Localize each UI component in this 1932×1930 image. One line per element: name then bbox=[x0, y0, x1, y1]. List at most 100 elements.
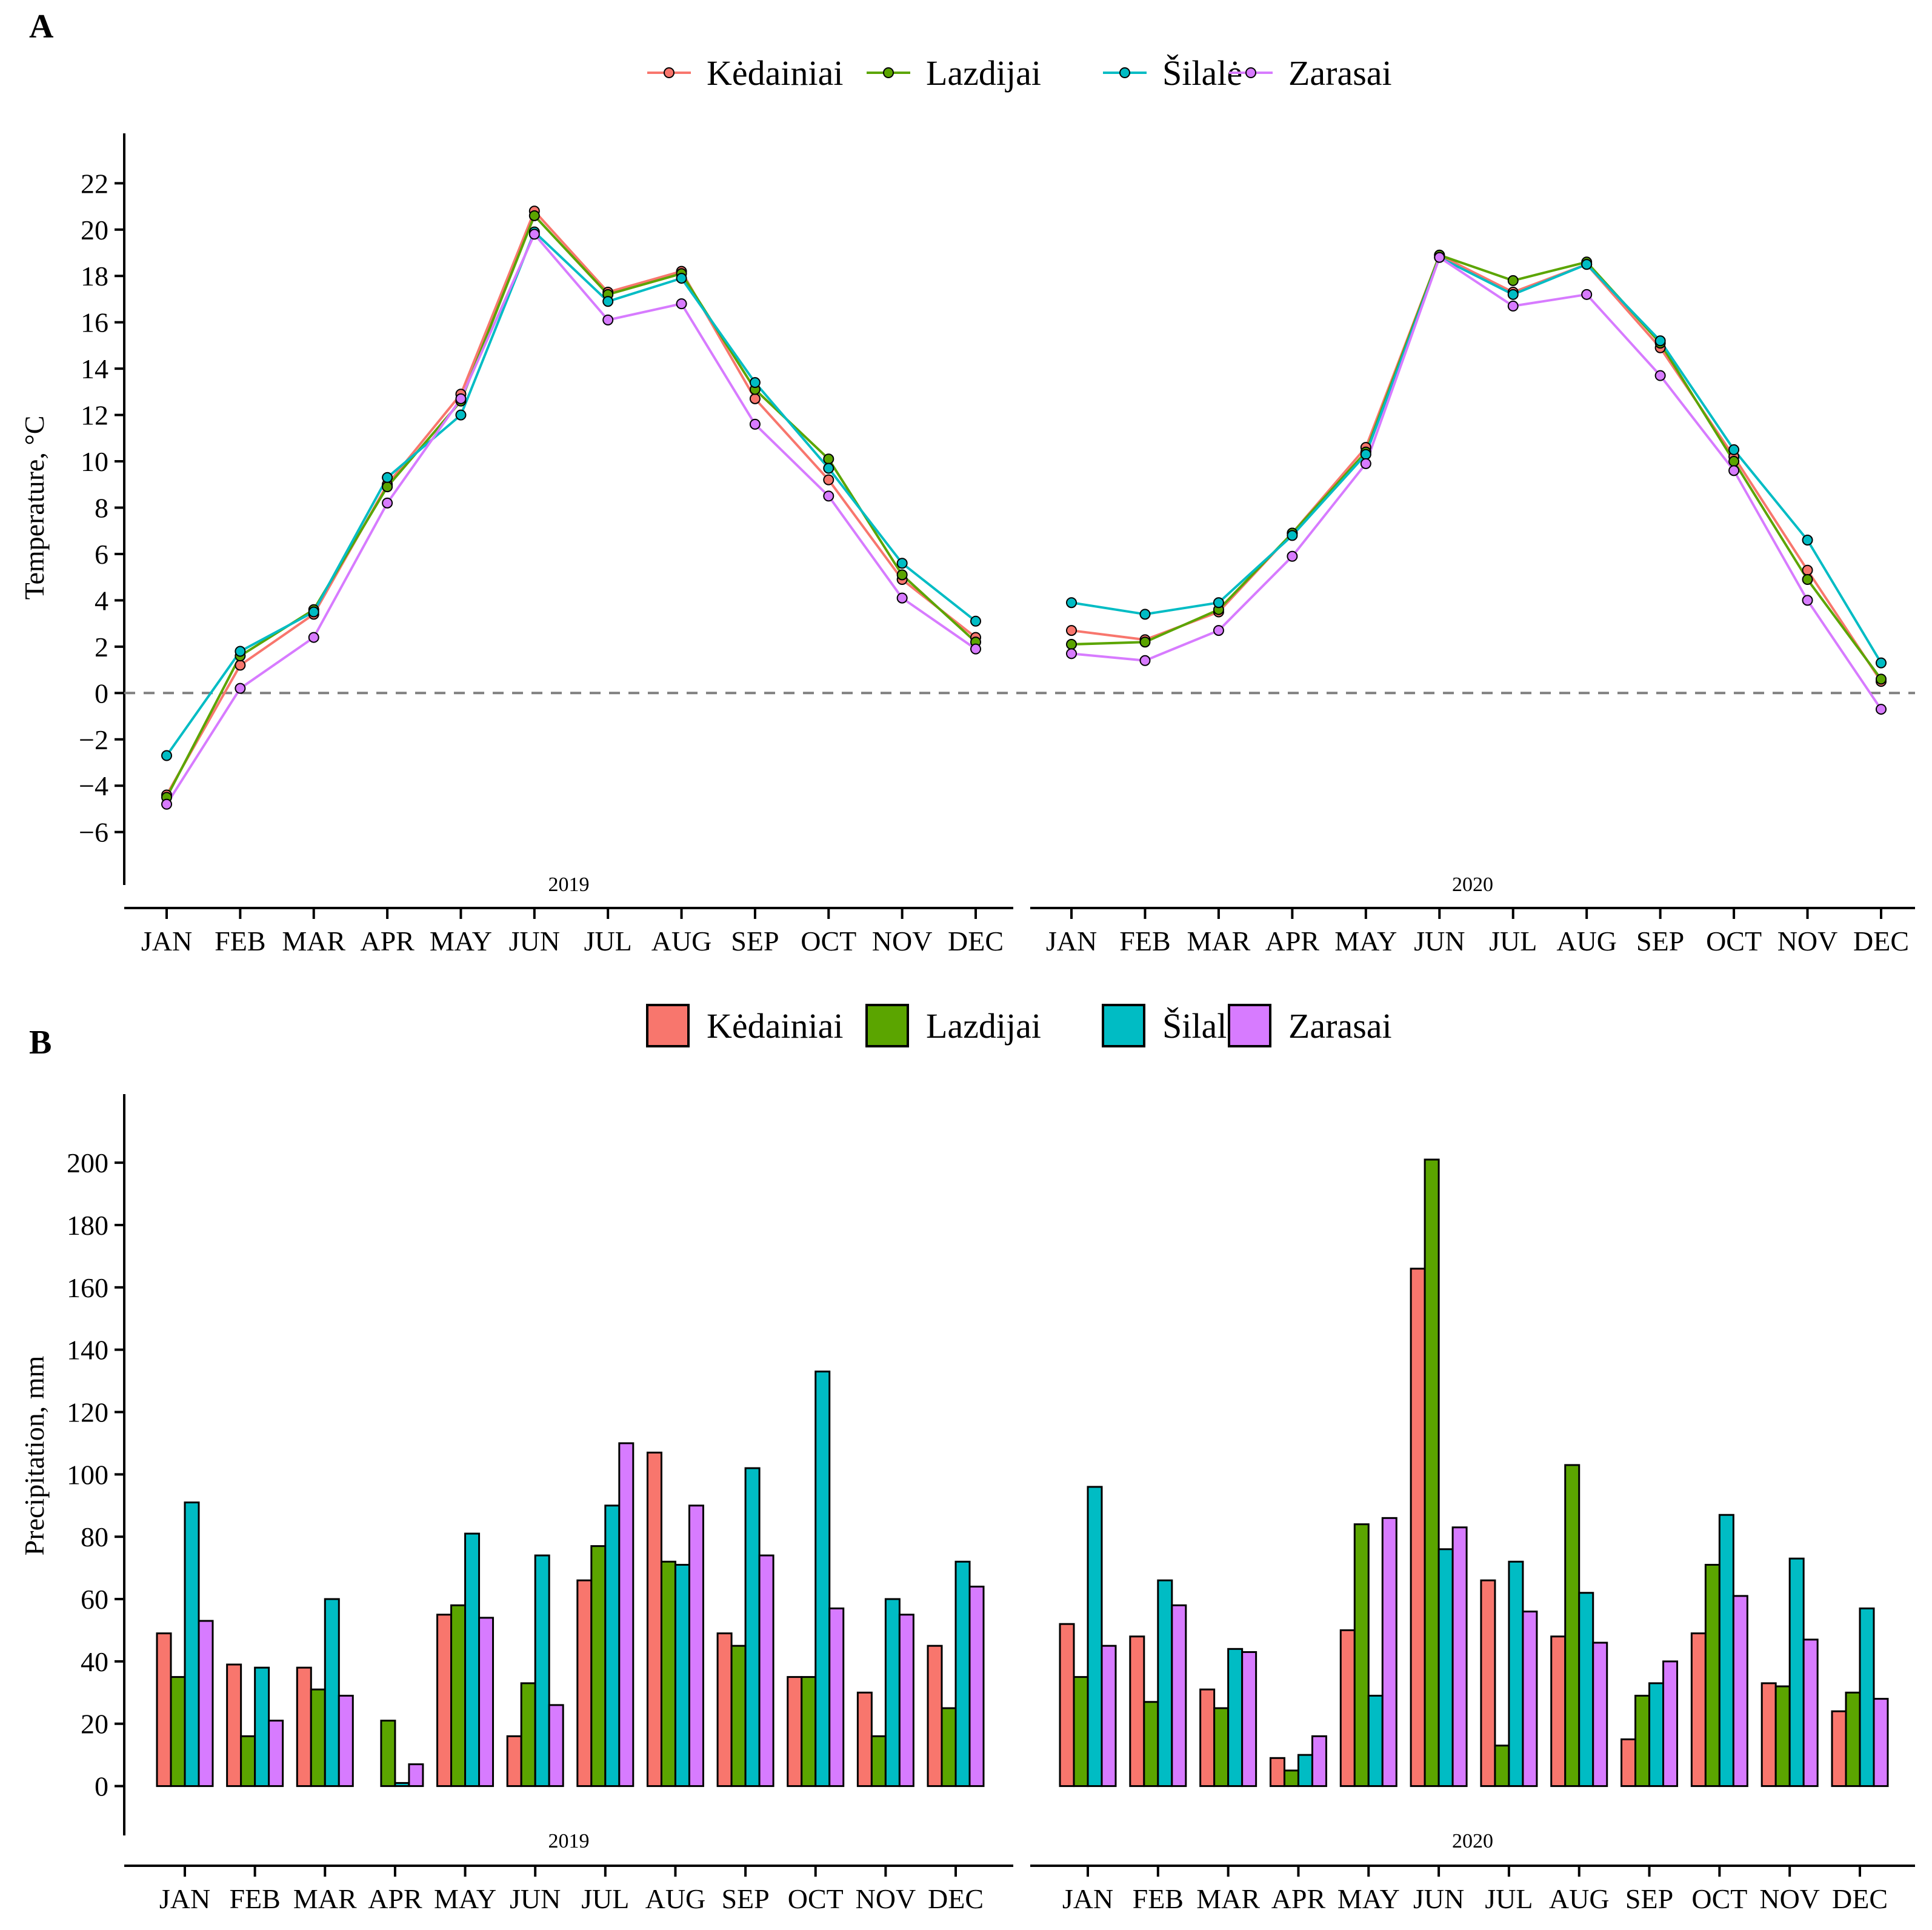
x-tick-label: FEB bbox=[1119, 926, 1170, 957]
bar bbox=[1648, 1682, 1665, 1788]
series-line bbox=[165, 210, 977, 796]
x-tick-label: JUN bbox=[1414, 926, 1465, 957]
bar bbox=[226, 1663, 242, 1788]
bar bbox=[1157, 1579, 1173, 1788]
bar bbox=[1451, 1526, 1468, 1788]
bar bbox=[954, 1560, 971, 1788]
data-point bbox=[455, 409, 467, 421]
x-tick-label: OCT bbox=[1706, 926, 1762, 957]
bar bbox=[1774, 1685, 1791, 1788]
y-axis-title: Precipitation, mm bbox=[19, 1355, 50, 1555]
data-point bbox=[1581, 259, 1593, 270]
data-point bbox=[1139, 636, 1151, 648]
data-point bbox=[1802, 595, 1813, 606]
x-tick-label: AUG bbox=[651, 926, 712, 957]
y-tick-label: 140 bbox=[67, 1335, 108, 1366]
x-tick-label: JAN bbox=[1046, 926, 1097, 957]
y-tick-label: 200 bbox=[67, 1147, 108, 1178]
bar bbox=[1732, 1595, 1748, 1788]
bar bbox=[1437, 1548, 1454, 1788]
bar bbox=[1522, 1611, 1538, 1788]
bar bbox=[156, 1632, 172, 1788]
x-tick-label: JUN bbox=[509, 926, 560, 957]
bar bbox=[1578, 1592, 1594, 1788]
data-point bbox=[970, 643, 981, 655]
bar bbox=[184, 1501, 200, 1788]
bar bbox=[450, 1604, 467, 1788]
data-point bbox=[1728, 465, 1740, 476]
y-tick-label: 16 bbox=[81, 307, 108, 338]
data-point bbox=[235, 683, 246, 694]
x-tick-label: OCT bbox=[788, 1883, 844, 1914]
bar bbox=[1634, 1694, 1651, 1788]
bar bbox=[1283, 1769, 1299, 1788]
legend-label: Kėdainiai bbox=[707, 1006, 843, 1046]
bar bbox=[576, 1579, 593, 1788]
y-tick-label: 12 bbox=[81, 400, 108, 431]
data-point bbox=[528, 210, 540, 221]
data-point bbox=[1434, 252, 1445, 263]
x-tick-label: APR bbox=[1265, 926, 1320, 957]
data-point bbox=[1802, 535, 1813, 546]
legend-box-swatch bbox=[646, 1004, 690, 1047]
bar bbox=[801, 1676, 817, 1788]
x-tick-label: MAY bbox=[1337, 1883, 1400, 1914]
series-line bbox=[1071, 253, 1882, 680]
y-tick-label: 0 bbox=[95, 678, 108, 709]
series-line bbox=[165, 214, 977, 798]
bar bbox=[520, 1682, 536, 1788]
y-tick-label: −6 bbox=[79, 817, 108, 848]
legend-label: Lazdijai bbox=[926, 53, 1041, 93]
bar bbox=[1241, 1651, 1257, 1788]
bar bbox=[1592, 1641, 1608, 1788]
bar bbox=[1718, 1514, 1734, 1788]
bar bbox=[1171, 1604, 1187, 1788]
data-point bbox=[896, 592, 908, 604]
y-tick-label: 8 bbox=[95, 493, 108, 524]
data-point bbox=[676, 298, 687, 310]
bar bbox=[1662, 1660, 1679, 1788]
y-tick-label: 20 bbox=[81, 215, 108, 245]
bar bbox=[884, 1598, 901, 1788]
data-point bbox=[676, 273, 687, 284]
facet-year-label: 2019 bbox=[548, 1830, 590, 1852]
data-point bbox=[161, 798, 172, 810]
precipitation-panel: Kėdainiai Lazdijai Šilalė Zarasai0204060801… bbox=[19, 1004, 1915, 1914]
legend-label: Lazdijai bbox=[926, 1006, 1041, 1046]
legend-box-swatch bbox=[1228, 1004, 1271, 1047]
x-tick-label: JUL bbox=[584, 926, 632, 957]
bar bbox=[170, 1676, 186, 1788]
data-point bbox=[749, 418, 761, 430]
bar bbox=[1353, 1523, 1370, 1788]
data-point bbox=[308, 606, 319, 618]
series-line bbox=[165, 230, 977, 756]
x-tick-label: JUN bbox=[510, 1883, 561, 1914]
bar bbox=[927, 1645, 943, 1788]
data-point bbox=[970, 615, 981, 627]
bar bbox=[674, 1563, 690, 1788]
bar bbox=[646, 1451, 662, 1788]
bar bbox=[436, 1614, 453, 1788]
bar bbox=[1845, 1691, 1861, 1788]
x-tick-label: MAR bbox=[293, 1883, 357, 1914]
x-tick-label: JUL bbox=[581, 1883, 629, 1914]
bar bbox=[968, 1585, 985, 1788]
data-point bbox=[1139, 609, 1151, 620]
bar bbox=[604, 1504, 621, 1788]
x-tick-label: JAN bbox=[141, 926, 192, 957]
x-tick-label: JUL bbox=[1489, 926, 1537, 957]
temperature-panel: Kėdainiai Lazdijai Šilalė Zarasai−6−4−20246… bbox=[19, 53, 1915, 957]
bar bbox=[1311, 1735, 1327, 1788]
bar bbox=[618, 1442, 635, 1788]
bar bbox=[814, 1371, 831, 1788]
facet-year-label: 2019 bbox=[548, 873, 590, 896]
bar bbox=[240, 1735, 256, 1788]
legend-point-swatch bbox=[1245, 67, 1256, 78]
legend-label: Zarasai bbox=[1288, 1006, 1392, 1046]
bar bbox=[1381, 1517, 1397, 1788]
y-tick-label: 14 bbox=[81, 353, 108, 384]
bar bbox=[856, 1691, 873, 1788]
bar bbox=[198, 1620, 214, 1788]
bar bbox=[478, 1617, 495, 1788]
